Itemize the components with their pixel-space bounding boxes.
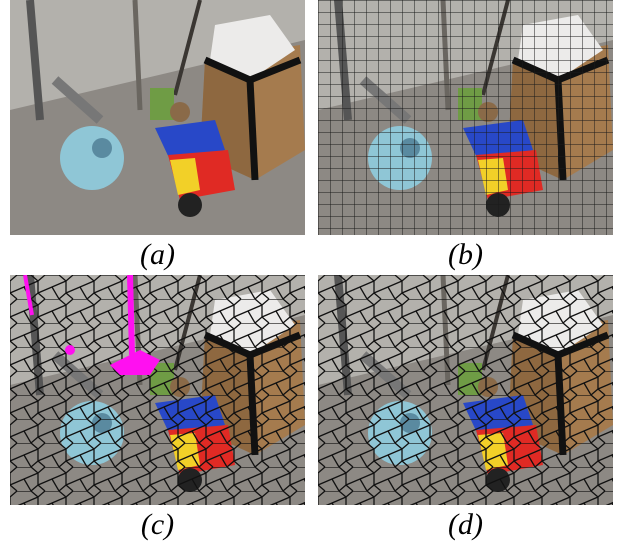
caption: (d) [318, 508, 613, 542]
caption: (b) [318, 238, 613, 272]
panel-a-image [10, 0, 305, 235]
scene [10, 0, 305, 235]
superpixels [318, 275, 613, 505]
figure-page: {"panels": [{"caption": "(a)"}, {"captio… [0, 0, 619, 541]
caption: (c) [10, 508, 305, 542]
artifact [65, 345, 75, 355]
grid-superpixels [318, 0, 613, 235]
artifact [130, 275, 132, 355]
panel-b-image [318, 0, 613, 235]
superpixels [10, 275, 305, 505]
panel-c-image [10, 275, 305, 505]
panel-d-image [318, 275, 613, 505]
caption: (a) [10, 238, 305, 272]
